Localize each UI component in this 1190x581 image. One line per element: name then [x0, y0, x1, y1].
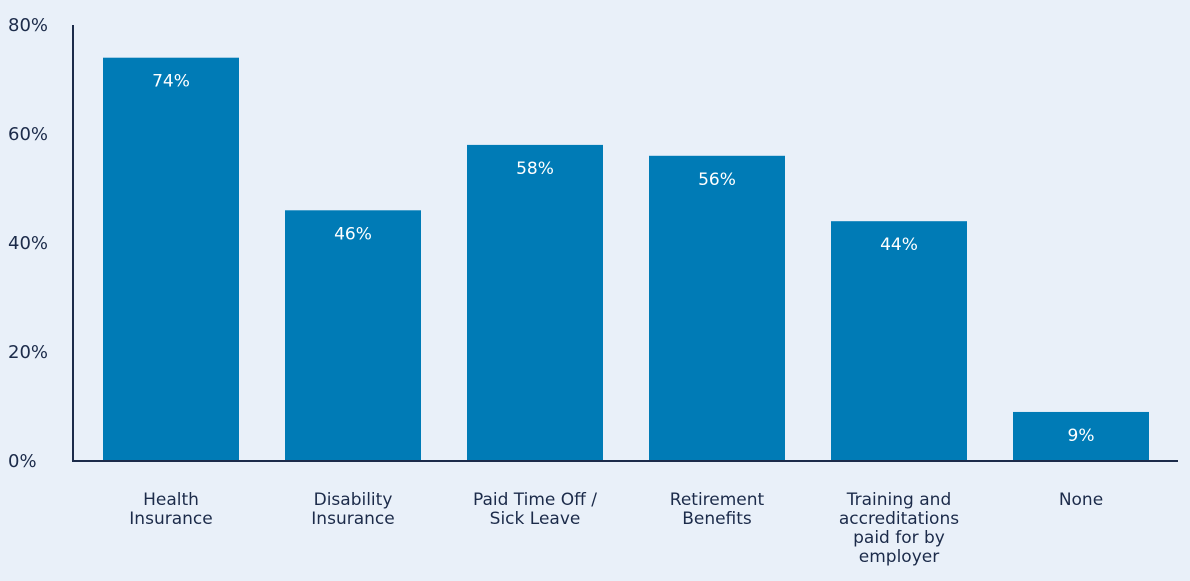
bar-data-label: 74% — [152, 72, 190, 92]
bar-data-label: 9% — [1068, 426, 1095, 446]
bar — [649, 155, 785, 462]
category-label-line: Benefits — [682, 509, 752, 529]
category-label-line: Training and — [846, 490, 951, 510]
bar — [103, 57, 239, 461]
y-tick-label: 80% — [8, 15, 48, 36]
bar — [467, 144, 603, 461]
y-axis-ticks: 0% 20% 40% 60% 80% — [8, 15, 48, 472]
category-label-line: Disability — [314, 490, 393, 510]
bars — [103, 57, 1149, 462]
y-tick-label: 60% — [8, 124, 48, 145]
category-label: Health Insurance — [129, 490, 212, 529]
category-label-line: Retirement — [670, 490, 765, 510]
y-tick-label: 0% — [8, 451, 37, 472]
y-tick-label: 20% — [8, 342, 48, 363]
category-label: None — [1059, 490, 1103, 510]
category-label-line: Health — [143, 490, 199, 510]
category-label-line: paid for by — [853, 528, 945, 548]
bar-data-label: 46% — [334, 224, 372, 244]
bar-data-label: 56% — [698, 170, 736, 190]
bar — [1013, 411, 1149, 461]
category-label-line: Insurance — [129, 509, 212, 529]
bar — [831, 221, 967, 461]
category-label: Disability Insurance — [311, 490, 394, 529]
bar-data-label: 44% — [880, 235, 918, 255]
category-label-line: Sick Leave — [490, 509, 581, 529]
y-tick-label: 40% — [8, 233, 48, 254]
category-label-line: Paid Time Off / — [473, 490, 597, 510]
category-label-line: None — [1059, 490, 1103, 510]
category-label: Retirement Benefits — [670, 490, 765, 529]
category-label-line: accreditations — [839, 509, 959, 529]
category-label: Paid Time Off / Sick Leave — [473, 490, 597, 529]
bar-data-label: 58% — [516, 159, 554, 179]
data-labels: 74% 46% 58% 56% 44% 9% — [152, 72, 1094, 446]
category-label-line: Insurance — [311, 509, 394, 529]
category-label: Training and accreditations paid for by emp… — [839, 490, 959, 567]
category-label-line: employer — [859, 547, 939, 567]
bar — [285, 210, 421, 461]
